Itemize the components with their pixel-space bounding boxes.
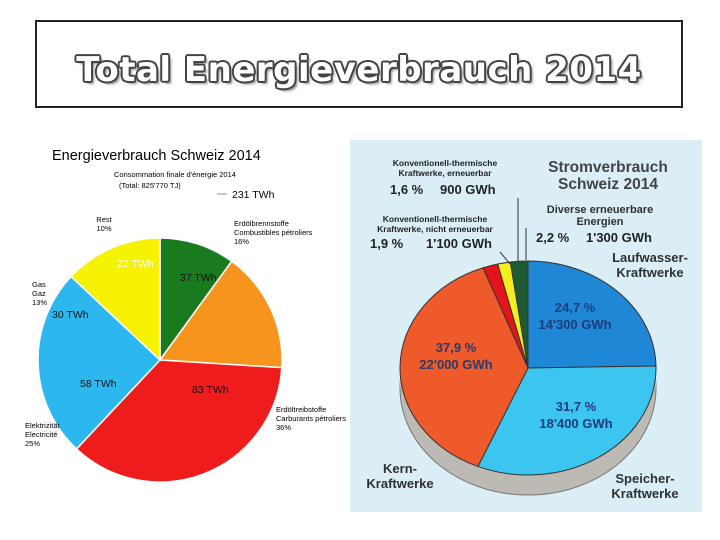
left-slice-category-label-2-line-1: Carburants pétroliers: [276, 414, 346, 423]
right-slice-value-label-2: 22'000 GWh: [419, 357, 492, 372]
left-slice-category-label-4-line-1: Gaz: [32, 289, 46, 298]
right-slice-name-label-5-line-0: Diverse erneuerbare: [547, 204, 653, 216]
right-slice-percent-label-4: 1,6 %: [390, 182, 424, 197]
left-slice-category-label-0-line-1: 10%: [96, 224, 111, 233]
energy-pie-chart: Energieverbrauch Schweiz 2014 Consommatio…: [25, 148, 346, 483]
right-slice-name-label-3-line-0: Konventionell-thermische: [383, 214, 488, 224]
right-slice-name-label-0-line-0: Laufwasser-: [612, 250, 688, 265]
left-slice-category-label-2-line-0: Erdöltreibstoffe: [276, 405, 326, 414]
right-slice-name-label-0-line-1: Kraftwerke: [616, 265, 683, 280]
left-slice-category-label-0-line-0: Rest: [96, 215, 112, 224]
right-slice-name-label-1-line-1: Kraftwerke: [611, 486, 678, 501]
right-slice-0: [527, 260, 657, 369]
right-slice-percent-label-1: 31,7 %: [556, 399, 597, 414]
right-slice-value-label-0: 14'300 GWh: [538, 317, 611, 332]
right-slice-name-label-4-line-0: Konventionell-thermische: [393, 158, 498, 168]
right-slice-percent-label-3: 1,9 %: [370, 236, 404, 251]
left-slice-0: [159, 237, 233, 363]
right-slice-name-label-2-line-0: Kern-: [383, 461, 417, 476]
right-slice-value-label-3: 1'100 GWh: [426, 236, 492, 251]
left-slice-category-label-2-line-2: 36%: [276, 423, 291, 432]
left-chart-panel: Energieverbrauch Schweiz 2014 Consommatio…: [22, 138, 346, 483]
right-chart-panel: Stromverbrauch Schweiz 2014 24,7 % 14'300 G…: [350, 140, 702, 512]
right-slice-percent-label-2: 37,9 %: [436, 340, 477, 355]
left-slice-value-label-2: 83 TWh: [192, 384, 229, 396]
right-slice-percent-label-5: 2,2 %: [536, 230, 570, 245]
left-slice-category-label-1-line-1: Combustibles pétroliers: [234, 228, 313, 237]
right-chart-title-line-1: Schweiz 2014: [558, 176, 658, 193]
left-slice-category-label-3-line-0: Elektrizität: [25, 421, 61, 430]
left-slice-3: [37, 275, 162, 450]
page-title: Total Energieverbrauch 2014: [76, 50, 642, 90]
left-slice-4: [70, 237, 161, 362]
left-slice-value-label-4: 30 TWh: [52, 309, 89, 321]
right-slice-5: [509, 260, 529, 369]
left-slice-category-label-3-line-1: Electricité: [25, 430, 58, 439]
left-slice-category-label-3-line-2: 25%: [25, 439, 40, 448]
left-slice-value-label-3: 58 TWh: [80, 378, 117, 390]
left-slice-category-label-1-line-2: 16%: [234, 237, 249, 246]
right-chart-title-line-0: Stromverbrauch: [548, 159, 668, 176]
right-slice-name-label-5-line-1: Energien: [576, 216, 623, 228]
right-slice-name-label-3-line-1: Kraftwerke, nicht erneuerbar: [377, 224, 493, 234]
left-slice-category-label-1-line-0: Erdölbrennstoffe: [234, 219, 289, 228]
right-slice-name-label-1-line-0: Speicher-: [615, 471, 674, 486]
right-slice-name-label-2-line-1: Kraftwerke: [366, 476, 433, 491]
right-slice-2: [399, 267, 529, 468]
title-box: Total Energieverbrauch 2014: [35, 20, 683, 108]
right-slice-1: [477, 365, 657, 476]
right-leader-3: [499, 251, 511, 265]
left-slice-value-label-1: 37 TWh: [180, 272, 217, 284]
right-slice-value-label-5: 1'300 GWh: [586, 230, 652, 245]
right-slice-value-label-1: 18'400 GWh: [539, 416, 612, 431]
left-slice-value-label-0: 23 TWh: [117, 258, 154, 270]
right-slice-name-label-4-line-1: Kraftwerke, erneuerbar: [398, 168, 492, 178]
right-slice-value-label-4: 900 GWh: [440, 182, 496, 197]
left-chart-subtitle: Consommation finale d'énergie 2014: [114, 170, 236, 179]
left-chart-total-note: (Total: 825'770 TJ): [119, 181, 181, 190]
left-slice-2: [75, 359, 283, 483]
left-chart-title: Energieverbrauch Schweiz 2014: [52, 148, 261, 164]
left-slice-category-label-4-line-2: 13%: [32, 298, 47, 307]
left-slice-category-label-4-line-0: Gas: [32, 280, 46, 289]
left-slice-1: [158, 260, 283, 369]
left-chart-total-value: 231 TWh: [232, 189, 275, 201]
right-slice-percent-label-0: 24,7 %: [555, 300, 596, 315]
